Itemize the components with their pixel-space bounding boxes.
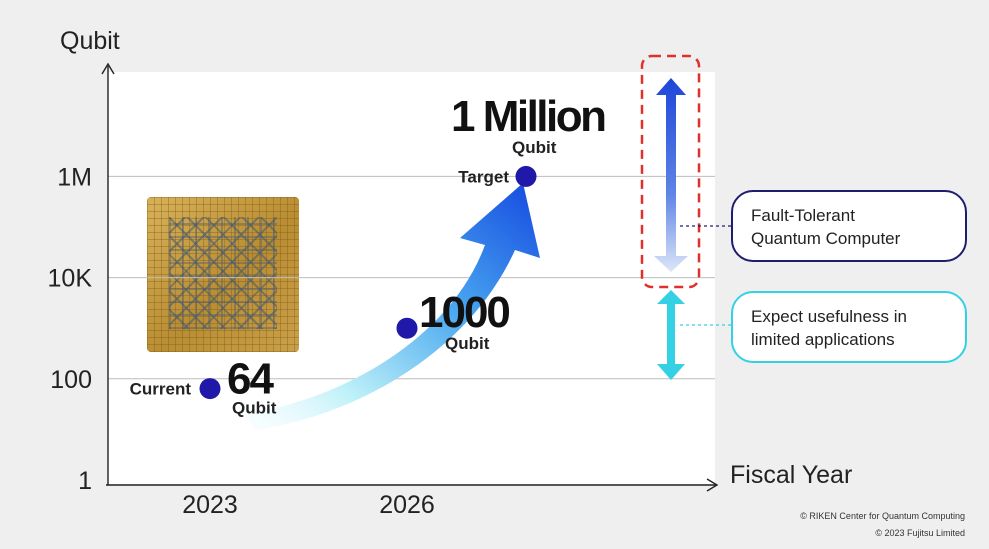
y-tick-label: 1M: [57, 163, 92, 191]
quantum-chip-image: [147, 197, 299, 352]
y-axis-title: Qubit: [60, 27, 120, 55]
point-unit-label: Qubit: [232, 399, 277, 418]
fault-tolerant-range-arrow: [654, 78, 688, 272]
point-value-label: 1 Million: [451, 92, 605, 141]
point-tag-label: Target: [458, 167, 509, 186]
fault-tolerant-callout: Fault-Tolerant Quantum Computer: [731, 190, 967, 262]
usefulness-callout: Expect usefulness in limited application…: [731, 291, 967, 363]
riken-credit: © RIKEN Center for Quantum Computing: [800, 511, 965, 521]
point-unit-label: Qubit: [512, 138, 557, 157]
y-tick-label: 100: [50, 366, 92, 394]
x-tick-label: 2023: [182, 491, 238, 519]
point-value-label: 64: [227, 355, 274, 404]
point-unit-label: Qubit: [445, 334, 490, 353]
usefulness-range-arrow: [657, 290, 685, 380]
fault-tolerant-highlight-box: [640, 54, 701, 289]
data-point-marker: [396, 317, 418, 339]
y-axis-arrowhead: [101, 62, 115, 75]
x-tick-label: 2026: [379, 491, 435, 519]
chip-qubit-grid: [169, 217, 277, 329]
fujitsu-credit: © 2023 Fujitsu Limited: [875, 528, 965, 538]
x-axis-title: Fiscal Year: [730, 461, 852, 489]
data-point-marker: [515, 165, 537, 187]
point-value-label: 1000: [419, 288, 509, 337]
y-tick-label: 1: [78, 467, 92, 495]
point-tag-label: Current: [130, 380, 192, 399]
y-tick-label: 10K: [48, 265, 93, 293]
growth-arrow: [245, 183, 540, 430]
x-axis-arrowhead: [706, 478, 719, 492]
data-point-marker: [199, 378, 221, 400]
